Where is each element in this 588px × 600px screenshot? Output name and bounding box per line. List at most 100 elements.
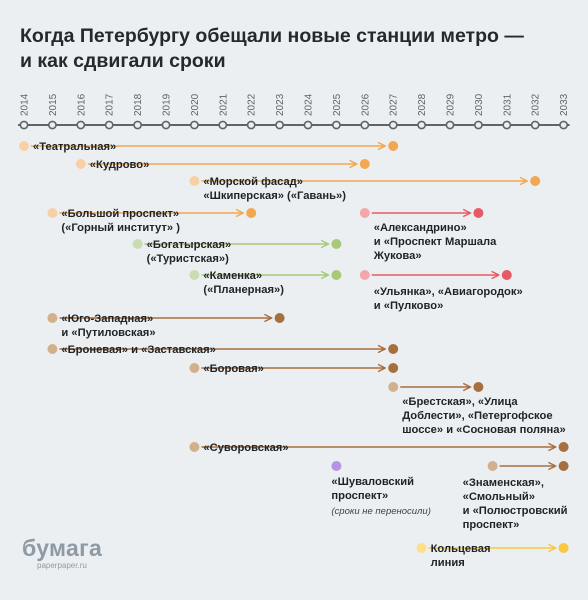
station-label-line: («Туристская») [146,253,229,265]
year-tick-label: 2018 [133,93,144,116]
station-label-line: Кольцевая [430,543,491,555]
brand-logo-name: бумага [22,535,103,561]
station-label-line: «Боровая» [203,363,264,375]
station-label-line: «Каменка» [203,270,263,282]
first-promise-point [331,461,342,471]
current-deadline-point [331,239,342,249]
year-tick-label: 2016 [76,93,87,116]
year-tick-label: 2029 [446,93,457,116]
year-tick [360,120,370,130]
first-promise-point [359,208,370,218]
station-label-line: «Шуваловский [331,476,414,488]
year-tick [275,120,284,130]
station-label-line: «Брестская», «Улица [402,396,518,408]
year-tick-label: 2022 [247,93,258,116]
station-label-line: «Юго-Западная» [61,313,154,325]
chart-title: Когда Петербургу обещали новые станции м… [20,24,580,74]
first-promise-point [416,543,427,553]
first-promise-point [75,159,86,169]
current-deadline-point [473,382,484,392]
station-label: «Знаменская», «Смольный» и «Полюстровский п… [463,476,568,532]
year-tick [76,120,86,130]
chart-title-line-1: Когда Петербургу обещали новые станции м… [20,25,524,47]
station-label-line: «Броневая» и «Заставская» [61,344,216,356]
station-label-line: и «Проспект Маршала [373,236,497,248]
year-tick [530,120,540,130]
station-label-line: «Суворовская» [203,442,289,454]
station-label-line: «Смольный» [462,491,535,503]
current-deadline-point [501,270,512,280]
current-deadline-point [558,543,569,553]
station-label-line: «Знаменская», [462,477,544,489]
year-tick [133,120,142,130]
station-label-line: и «Путиловская» [61,327,156,339]
year-axis: 2014 2015 2016 2017 2018 2019 2020 2021 2022 2023… [18,93,570,130]
year-tick [417,120,426,130]
year-tick-label: 2017 [105,93,116,116]
year-tick-label: 2032 [531,93,542,116]
current-deadline-point [558,442,569,452]
current-deadline-point [558,461,569,471]
station-label: «Большой проспект» («Горный институт» ) [61,207,180,235]
station-label: «Морской фасад» «Шкиперская» («Гавань») [203,175,346,203]
brand-logo: бумага paperpaper.ru [22,536,102,570]
first-promise-point [487,461,498,471]
first-promise-point [189,176,200,186]
station-label-line: «Ульянка», «Авиагородок» [373,286,523,298]
station-label: «Суворовская» [203,441,288,455]
year-tick [161,120,171,130]
year-tick [19,120,29,130]
year-tick-label: 2028 [417,93,428,116]
year-tick [246,120,256,130]
station-label-line: Доблести», «Петергофское [402,410,553,422]
station-label-line: и «Полюстровский [462,505,568,517]
current-deadline-point [274,313,285,323]
year-tick [218,120,228,130]
year-tick [48,120,57,130]
first-promise-point [47,208,58,218]
first-promise-point [19,141,29,151]
year-tick [445,120,455,130]
station-label: «Шуваловский проспект» (сроки не переносил… [331,475,430,519]
station-label-line: «Шкиперская» («Гавань») [203,190,346,202]
station-label-line: («Горный институт» ) [61,222,180,234]
year-tick-label: 2026 [360,93,371,116]
station-label-line: «Кудрово» [89,159,150,171]
year-tick-label: 2021 [218,93,229,116]
year-tick-label: 2015 [48,93,59,116]
first-promise-point [189,363,200,373]
current-deadline-point [331,270,342,280]
station-label: «Юго-Западная» и «Путиловская» [61,312,155,340]
station-label: «Ульянка», «Авиагородок» и «Пулково» [374,285,523,313]
first-promise-point [132,239,143,249]
year-tick [104,120,114,130]
year-tick-label: 2033 [559,93,570,116]
year-tick [331,120,341,130]
current-deadline-point [388,363,399,373]
station-label: «Брестская», «Улица Доблести», «Петергофс… [402,395,566,437]
station-label: «Кудрово» [90,158,150,172]
year-tick-label: 2023 [275,93,286,116]
year-tick-label: 2014 [20,93,31,116]
station-label-line: Жукова» [373,250,422,262]
year-tick [189,120,199,130]
year-tick [473,120,483,130]
year-tick-label: 2027 [389,93,400,116]
current-deadline-point [473,208,484,218]
year-tick-label: 2019 [162,93,173,116]
station-label: Кольцевая линия [431,542,491,570]
current-deadline-point [388,344,399,354]
station-rows [19,141,569,553]
first-promise-point [189,442,200,452]
first-promise-point [189,270,200,280]
year-tick-label: 2025 [332,93,343,116]
first-promise-point [388,382,399,392]
station-label-line: «Театральная» [33,141,117,153]
station-label: «Каменка» («Планерная») [203,269,284,297]
year-tick [502,120,512,130]
year-tick-label: 2031 [502,93,513,116]
station-label-line: проспект» [462,519,520,531]
year-tick [303,120,313,130]
station-note: (сроки не переносили) [331,506,431,517]
